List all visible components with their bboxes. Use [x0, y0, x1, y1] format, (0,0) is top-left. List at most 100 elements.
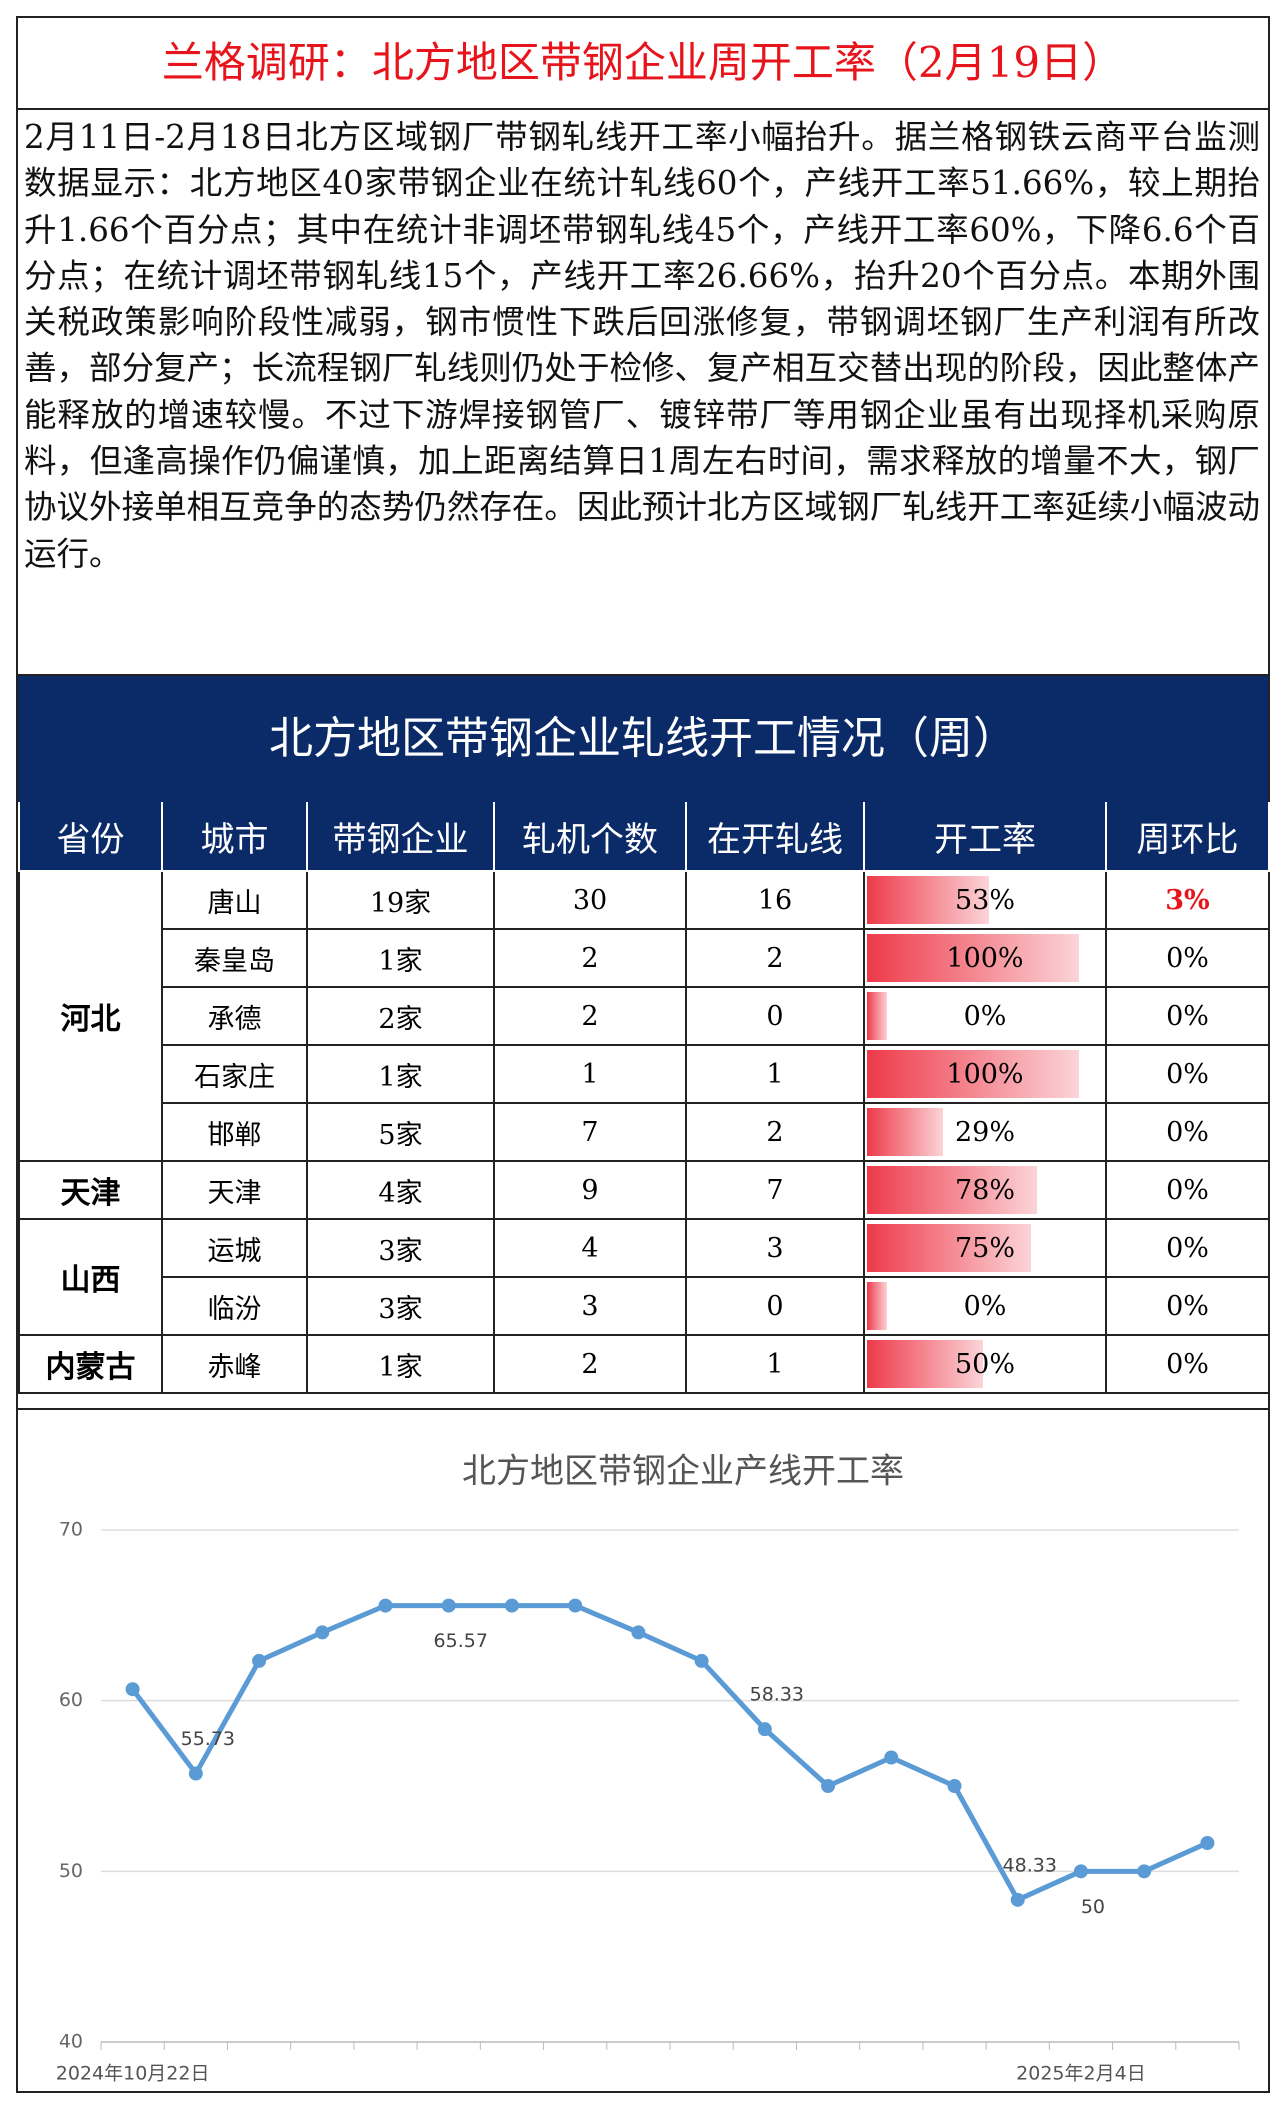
table-row: 内蒙古 赤峰 1家 2 1 50% 0%	[18, 1334, 1270, 1394]
open: 2	[685, 1102, 865, 1162]
rate-cell: 100%	[863, 1044, 1107, 1104]
y-tick-label: 70	[59, 1519, 83, 1541]
week-change: 0%	[1105, 986, 1270, 1046]
week-change: 0%	[1105, 1218, 1270, 1278]
y-tick-label: 60	[59, 1689, 83, 1711]
table-row: 临汾 3家 3 0 0% 0%	[19, 1276, 1270, 1336]
point	[694, 1653, 709, 1668]
rate-label: 100%	[946, 1058, 1024, 1090]
mills: 1	[493, 1044, 687, 1104]
companies: 4家	[306, 1160, 495, 1220]
mills: 3	[493, 1276, 687, 1336]
city: 赤峰	[161, 1334, 308, 1394]
province: 内蒙古	[18, 1334, 163, 1394]
data-label: 55.73	[181, 1728, 235, 1750]
city: 承德	[161, 986, 308, 1046]
point	[188, 1766, 203, 1781]
rate-cell: 100%	[863, 928, 1107, 988]
rate-cell: 50%	[863, 1334, 1107, 1394]
point	[1073, 1864, 1088, 1879]
companies: 2家	[306, 986, 495, 1046]
rate-label: 0%	[963, 1290, 1007, 1322]
open: 1	[685, 1334, 865, 1394]
header-row: 省份 城市 带钢企业 轧机个数 在开轧线 开工率 周环比	[18, 802, 1270, 872]
column-header: 省份	[18, 802, 163, 872]
week-change: 0%	[1105, 928, 1270, 988]
column-header: 周环比	[1105, 802, 1270, 872]
table-row: 天津 天津 4家 9 7 78% 0%	[18, 1160, 1270, 1220]
province: 天津	[18, 1160, 163, 1220]
city: 秦皇岛	[161, 928, 308, 988]
point	[884, 1750, 899, 1765]
week-change: 3%	[1105, 870, 1270, 930]
column-header: 开工率	[863, 802, 1107, 872]
week-change: 0%	[1105, 1102, 1270, 1162]
data-label: 65.57	[434, 1630, 488, 1652]
rate-bar	[867, 1340, 983, 1388]
rate-label: 100%	[946, 942, 1024, 974]
rate-bar	[867, 934, 1079, 982]
open: 1	[685, 1044, 865, 1104]
city: 石家庄	[161, 1044, 308, 1104]
table: 省份 城市 带钢企业 轧机个数 在开轧线 开工率 周环比 河北 唐山 19家 30 16 53% 3% 秦…	[18, 802, 1270, 1394]
rate-label: 50%	[954, 1348, 1015, 1380]
table-row: 河北 唐山 19家 30 16 53% 3%	[18, 870, 1270, 1162]
rate-label: 53%	[954, 884, 1015, 916]
y-tick-label: 50	[59, 1860, 83, 1882]
companies: 3家	[306, 1276, 495, 1336]
companies: 1家	[306, 1044, 495, 1104]
companies: 1家	[306, 1334, 495, 1394]
chart-title: 北方地区带钢企业产线开工率	[462, 1452, 904, 1492]
rate-bar	[867, 1108, 943, 1156]
city: 运城	[161, 1218, 308, 1278]
city: 临汾	[161, 1276, 308, 1336]
companies: 19家	[306, 870, 495, 930]
point	[504, 1598, 519, 1613]
open: 0	[685, 1276, 865, 1336]
point	[441, 1598, 456, 1613]
x-tick-label: 2025年2月4日	[1016, 2063, 1146, 2085]
point	[757, 1722, 772, 1737]
point	[1010, 1892, 1025, 1907]
rate-cell: 78%	[863, 1160, 1107, 1220]
rate-cell: 29%	[863, 1102, 1107, 1162]
chart: 北方地区带钢企业产线开工率 40 50 60 70 2024年10月22日 2025年2月…	[18, 1408, 1268, 2085]
mills: 4	[493, 1218, 687, 1278]
week-change: 0%	[1105, 1044, 1270, 1104]
point	[1200, 1836, 1215, 1851]
rate-cell: 75%	[863, 1218, 1107, 1278]
province: 河北	[18, 870, 163, 1162]
mills: 2	[493, 986, 687, 1046]
table-row: 石家庄 1家 1 1 100% 0%	[19, 1044, 1270, 1104]
point	[821, 1779, 836, 1793]
column-header: 城市	[161, 802, 308, 872]
week-change: 0%	[1105, 1276, 1270, 1336]
point	[378, 1598, 393, 1613]
rate-cell: 53%	[863, 870, 1107, 930]
mills: 2	[493, 928, 687, 988]
city: 邯郸	[161, 1102, 308, 1162]
open: 0	[685, 986, 865, 1046]
table-row: 秦皇岛 1家 2 2 100% 0%	[19, 928, 1270, 988]
rate-bar	[867, 876, 989, 924]
y-tick-label: 40	[59, 2031, 83, 2053]
point	[125, 1682, 140, 1697]
mills: 9	[493, 1160, 687, 1220]
rate-label: 29%	[954, 1116, 1015, 1148]
frame: 兰格调研：北方地区带钢企业周开工率（2月19日） 2月11日-2月18日北方区域…	[16, 16, 1270, 2093]
rate-cell: 0%	[863, 986, 1107, 1046]
point	[315, 1625, 330, 1640]
paragraph: 2月11日-2月18日北方区域钢厂带钢轧线开工率小幅抬升。据兰格钢铁云商平台监测…	[24, 118, 1260, 573]
table-row: 山西 运城 3家 4 3 75% 0%	[18, 1218, 1270, 1336]
companies: 5家	[306, 1102, 495, 1162]
city: 天津	[161, 1160, 308, 1220]
column-header: 带钢企业	[306, 802, 495, 872]
data-label: 58.33	[750, 1684, 804, 1706]
city: 唐山	[161, 870, 308, 930]
rate-label: 75%	[954, 1232, 1015, 1264]
column-header: 轧机个数	[493, 802, 687, 872]
x-tick-label: 2024年10月22日	[56, 2063, 210, 2085]
rate-bar	[867, 1224, 1031, 1272]
open: 3	[685, 1218, 865, 1278]
companies: 3家	[306, 1218, 495, 1278]
